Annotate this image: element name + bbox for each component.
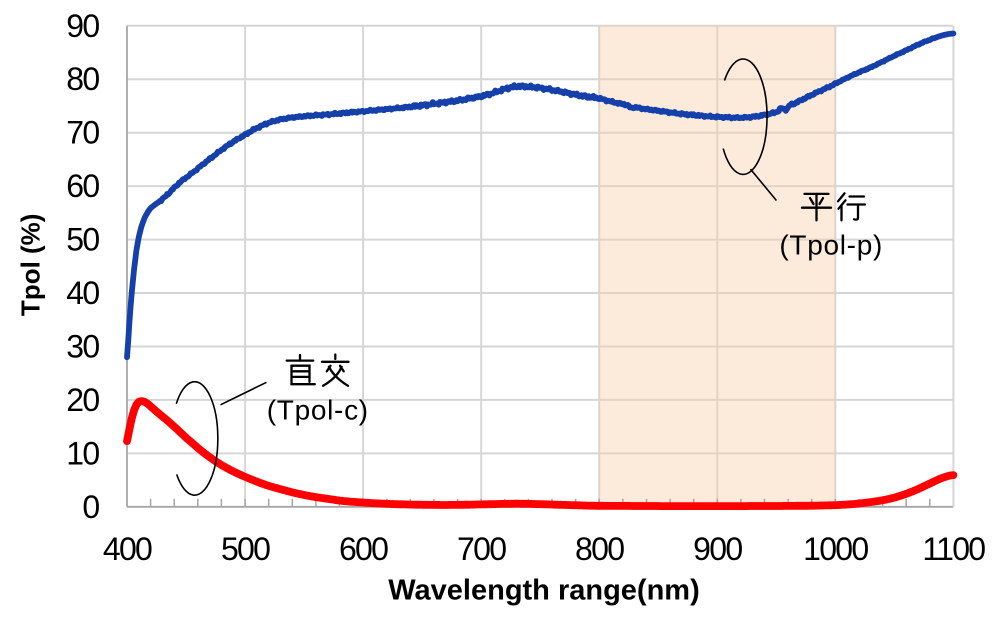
svg-text:40: 40 (66, 275, 99, 311)
svg-text:Tpol (%): Tpol (%) (16, 214, 46, 317)
svg-text:800: 800 (575, 531, 624, 567)
svg-text:20: 20 (66, 382, 99, 418)
svg-text:70: 70 (66, 115, 99, 151)
svg-text:60: 60 (66, 168, 99, 204)
svg-text:1000: 1000 (803, 531, 868, 567)
svg-text:400: 400 (103, 531, 152, 567)
svg-text:(Tpol-c): (Tpol-c) (267, 395, 369, 426)
svg-text:0: 0 (82, 489, 99, 525)
svg-text:Wavelength range(nm): Wavelength range(nm) (388, 575, 700, 607)
svg-text:90: 90 (66, 8, 99, 44)
svg-text:50: 50 (66, 222, 99, 258)
svg-text:80: 80 (66, 61, 99, 97)
svg-text:(Tpol-p): (Tpol-p) (779, 229, 883, 260)
svg-text:30: 30 (66, 329, 99, 365)
svg-text:700: 700 (457, 531, 506, 567)
svg-text:10: 10 (66, 435, 99, 471)
svg-text:600: 600 (339, 531, 388, 567)
svg-text:500: 500 (221, 531, 270, 567)
svg-text:900: 900 (693, 531, 742, 567)
svg-text:1100: 1100 (922, 531, 985, 567)
